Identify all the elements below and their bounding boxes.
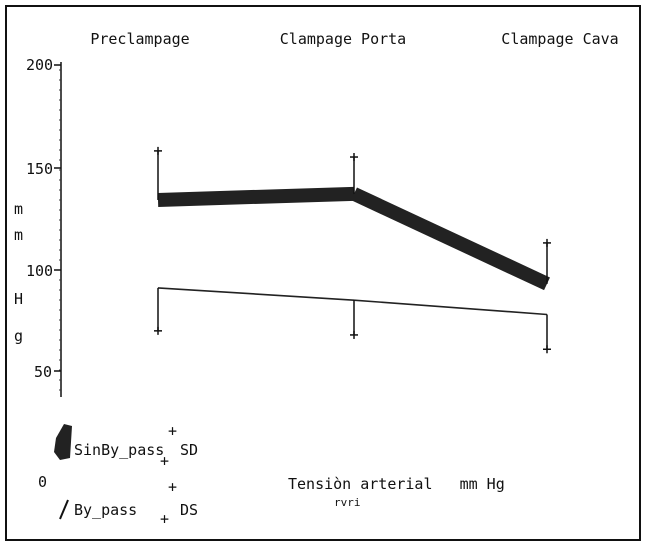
y-tick-label-200: 200 xyxy=(26,56,53,74)
category-label-clampage-porta: Clampage Porta xyxy=(280,30,406,48)
legend-label-bypass: By_pass xyxy=(74,501,137,519)
category-label-preclampage: Preclampage xyxy=(90,30,189,48)
legend-label-sinbypass: SinBy_pass xyxy=(74,441,164,459)
y-axis-label-char-3: H xyxy=(14,290,23,308)
y-tick-label-100: 100 xyxy=(26,262,53,280)
legend-plus-1-lower: + xyxy=(160,452,169,470)
legend-plus-2-lower: + xyxy=(160,510,169,528)
legend-plus-1-upper: + xyxy=(168,422,177,440)
series-1-segment xyxy=(157,186,355,207)
y-tick-label-50: 50 xyxy=(34,363,52,381)
series-2-segment xyxy=(157,287,355,301)
chart-frame xyxy=(5,5,641,541)
legend: SinBy_pass + + SD By_pass + + DS xyxy=(54,422,198,528)
y-axis-minor-ticks xyxy=(59,69,61,391)
legend-thin-swatch xyxy=(59,499,69,520)
series-2-segment xyxy=(353,299,548,316)
legend-stat-ds: DS xyxy=(180,501,198,519)
series-1-segment xyxy=(351,187,550,291)
legend-plus-2-upper: + xyxy=(168,478,177,496)
y-axis-label-char-4: g xyxy=(14,327,23,345)
legend-stat-sd: SD xyxy=(180,441,198,459)
y-axis-label-char-2: m xyxy=(14,226,23,244)
y-tick-label-150: 150 xyxy=(26,160,53,178)
category-label-clampage-cava: Clampage Cava xyxy=(501,30,618,48)
y-tick-label-0: 0 xyxy=(38,473,47,491)
x-axis-label: Tensiòn arterial mm Hg xyxy=(288,475,505,493)
series-layer xyxy=(154,146,551,354)
legend-thick-swatch xyxy=(54,424,72,460)
y-axis-label-char-1: m xyxy=(14,200,23,218)
x-axis-sublabel: rvri xyxy=(334,496,361,509)
